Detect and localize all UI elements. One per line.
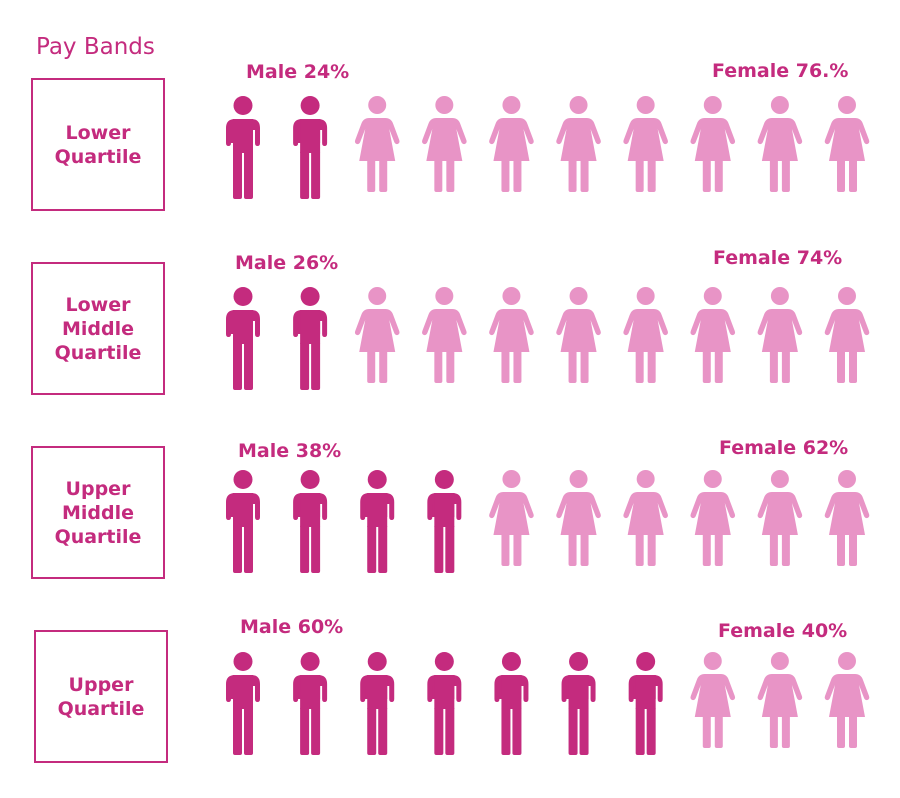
female-person-icon xyxy=(489,470,534,566)
female-percent-label: Female 74% xyxy=(713,247,843,269)
female-person-icon xyxy=(690,470,736,566)
male-person-icon xyxy=(561,652,596,755)
male-person-icon xyxy=(427,470,462,573)
female-person-icon xyxy=(757,652,803,748)
female-person-icon xyxy=(690,96,736,192)
female-person-icon xyxy=(556,96,601,192)
female-person-icon xyxy=(824,287,870,383)
female-person-icon xyxy=(489,287,534,383)
female-person-icon xyxy=(824,652,870,748)
band-label: Upper Quartile xyxy=(57,673,145,720)
male-person-icon xyxy=(293,470,328,573)
male-percent-label: Male 24% xyxy=(246,61,350,83)
female-person-icon xyxy=(489,96,534,192)
male-person-icon xyxy=(226,96,260,199)
male-person-icon xyxy=(494,652,529,755)
male-person-icon xyxy=(293,287,328,390)
band-box-lower-middle-quartile: Lower Middle Quartile xyxy=(31,262,165,395)
female-person-icon xyxy=(757,96,803,192)
male-person-icon xyxy=(226,287,260,390)
male-percent-label: Male 26% xyxy=(235,252,339,274)
band-label: Upper Middle Quartile xyxy=(54,477,142,548)
female-person-icon xyxy=(354,287,400,383)
female-person-icon xyxy=(623,96,668,192)
female-percent-label: Female 76.% xyxy=(712,60,849,82)
female-person-icon xyxy=(690,287,736,383)
female-person-icon xyxy=(556,287,601,383)
female-person-icon xyxy=(824,470,870,566)
page-title: Pay Bands xyxy=(36,34,155,60)
male-person-icon xyxy=(360,470,395,573)
male-percent-label: Male 60% xyxy=(240,616,344,638)
female-person-icon xyxy=(623,470,668,566)
band-label: Lower Middle Quartile xyxy=(54,293,142,364)
female-person-icon xyxy=(556,470,601,566)
male-person-icon xyxy=(226,652,260,755)
female-person-icon xyxy=(623,287,668,383)
female-person-icon xyxy=(757,287,803,383)
band-label: Lower Quartile xyxy=(54,121,142,168)
male-person-icon xyxy=(427,652,462,755)
male-person-icon xyxy=(293,96,328,199)
female-person-icon xyxy=(824,96,870,192)
female-person-icon xyxy=(690,652,736,748)
female-person-icon xyxy=(354,96,400,192)
female-person-icon xyxy=(422,96,467,192)
male-person-icon xyxy=(360,652,395,755)
band-box-upper-quartile: Upper Quartile xyxy=(34,630,168,763)
female-percent-label: Female 62% xyxy=(719,437,849,459)
female-person-icon xyxy=(422,287,467,383)
male-person-icon xyxy=(628,652,663,755)
male-percent-label: Male 38% xyxy=(238,440,342,462)
band-box-upper-middle-quartile: Upper Middle Quartile xyxy=(31,446,165,579)
male-person-icon xyxy=(293,652,328,755)
female-person-icon xyxy=(757,470,803,566)
male-person-icon xyxy=(226,470,260,573)
band-box-lower-quartile: Lower Quartile xyxy=(31,78,165,211)
female-percent-label: Female 40% xyxy=(718,620,848,642)
